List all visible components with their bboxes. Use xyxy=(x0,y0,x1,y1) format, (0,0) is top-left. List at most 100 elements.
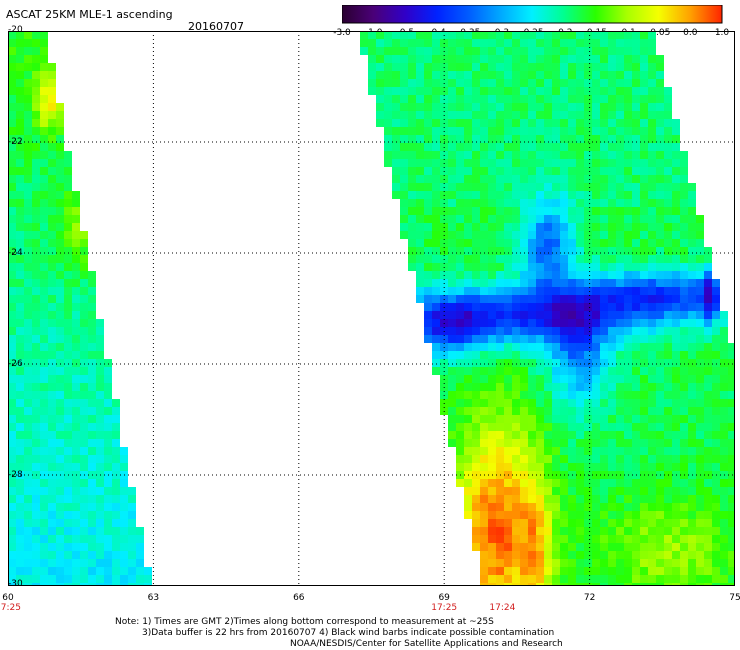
wind-cell xyxy=(56,559,64,567)
wind-cell xyxy=(600,327,608,335)
wind-cell xyxy=(552,575,560,583)
wind-cell xyxy=(528,519,536,527)
wind-cell xyxy=(80,303,88,311)
wind-cell xyxy=(640,367,648,375)
wind-cell xyxy=(96,455,104,463)
wind-cell xyxy=(672,335,680,343)
wind-cell xyxy=(496,303,504,311)
wind-cell xyxy=(528,191,536,199)
wind-cell xyxy=(688,543,696,551)
wind-cell xyxy=(664,127,672,135)
wind-cell xyxy=(600,231,608,239)
wind-cell xyxy=(616,367,624,375)
wind-cell xyxy=(720,335,728,343)
wind-cell xyxy=(608,335,616,343)
wind-cell xyxy=(592,431,600,439)
wind-cell xyxy=(600,399,608,407)
wind-cell xyxy=(488,343,496,351)
wind-cell xyxy=(608,303,616,311)
wind-cell xyxy=(472,511,480,519)
wind-cell xyxy=(432,239,440,247)
wind-cell xyxy=(64,527,72,535)
wind-cell xyxy=(504,391,512,399)
wind-cell xyxy=(608,127,616,135)
wind-cell xyxy=(560,391,568,399)
wind-cell xyxy=(728,535,736,543)
wind-cell xyxy=(520,439,528,447)
wind-cell xyxy=(80,327,88,335)
wind-cell xyxy=(104,399,112,407)
wind-cell xyxy=(72,311,80,319)
wind-cell xyxy=(568,575,576,583)
wind-cell xyxy=(488,407,496,415)
wind-cell xyxy=(632,503,640,511)
wind-cell xyxy=(568,431,576,439)
wind-cell xyxy=(640,295,648,303)
wind-cell xyxy=(56,431,64,439)
wind-cell xyxy=(488,575,496,583)
wind-cell xyxy=(128,487,136,495)
y-tick-label: -26 xyxy=(8,359,23,369)
wind-cell xyxy=(576,527,584,535)
wind-cell xyxy=(48,215,56,223)
wind-cell xyxy=(56,423,64,431)
wind-cell xyxy=(560,271,568,279)
wind-cell xyxy=(648,391,656,399)
wind-cell xyxy=(672,143,680,151)
wind-cell xyxy=(480,295,488,303)
wind-cell xyxy=(600,391,608,399)
wind-cell xyxy=(720,495,728,503)
wind-cell xyxy=(496,287,504,295)
wind-cell xyxy=(480,359,488,367)
wind-cell xyxy=(88,375,96,383)
wind-cell xyxy=(528,375,536,383)
wind-cell xyxy=(720,375,728,383)
wind-cell xyxy=(576,279,584,287)
wind-cell xyxy=(488,31,496,39)
wind-cell xyxy=(520,495,528,503)
wind-cell xyxy=(32,199,40,207)
wind-cell xyxy=(664,423,672,431)
wind-cell xyxy=(32,399,40,407)
wind-cell xyxy=(672,303,680,311)
wind-cell xyxy=(64,511,72,519)
wind-cell xyxy=(464,319,472,327)
wind-cell xyxy=(712,511,720,519)
x-tick-label: 66 xyxy=(293,593,305,603)
wind-cell xyxy=(64,271,72,279)
wind-cell xyxy=(48,183,56,191)
wind-cell xyxy=(360,31,368,39)
wind-cell xyxy=(120,495,128,503)
wind-cell xyxy=(504,503,512,511)
wind-cell xyxy=(608,519,616,527)
wind-cell xyxy=(672,199,680,207)
wind-cell xyxy=(544,191,552,199)
wind-cell xyxy=(104,519,112,527)
wind-cell xyxy=(720,407,728,415)
wind-cell xyxy=(656,407,664,415)
wind-cell xyxy=(496,255,504,263)
wind-cell xyxy=(616,463,624,471)
wind-cell xyxy=(80,407,88,415)
wind-cell xyxy=(576,431,584,439)
wind-cell xyxy=(32,535,40,543)
wind-cell xyxy=(56,447,64,455)
wind-cell xyxy=(504,343,512,351)
wind-cell xyxy=(560,215,568,223)
wind-cell xyxy=(704,567,712,575)
wind-cell xyxy=(408,199,416,207)
wind-cell xyxy=(480,503,488,511)
wind-cell xyxy=(720,415,728,423)
wind-cell xyxy=(648,207,656,215)
wind-cell xyxy=(600,375,608,383)
wind-cell xyxy=(616,183,624,191)
wind-cell xyxy=(416,135,424,143)
wind-cell xyxy=(648,487,656,495)
wind-cell xyxy=(704,495,712,503)
wind-cell xyxy=(672,439,680,447)
wind-cell xyxy=(40,431,48,439)
wind-cell xyxy=(96,375,104,383)
wind-cell xyxy=(616,47,624,55)
wind-cell xyxy=(552,423,560,431)
wind-cell xyxy=(48,407,56,415)
